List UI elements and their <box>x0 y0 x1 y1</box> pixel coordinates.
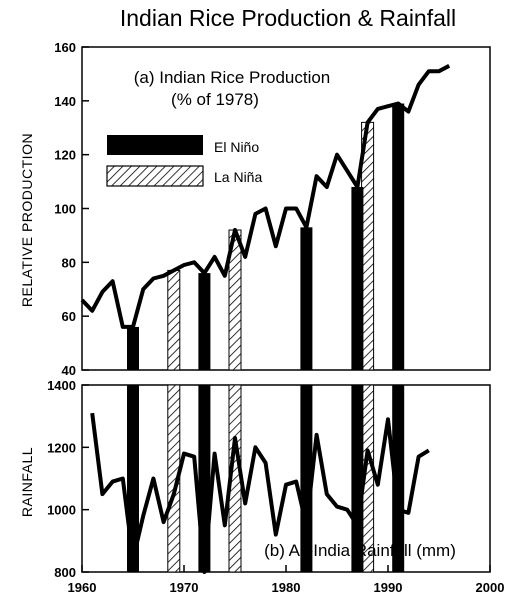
legend-la-nina-label: La Niña <box>214 169 262 185</box>
rain-la-nina-bar-1969 <box>167 384 181 573</box>
xtick-label-2000: 2000 <box>476 580 505 595</box>
panel-b-title: (b) All-India Rainfall (mm) <box>264 541 456 560</box>
xtick-label-1980: 1980 <box>272 580 301 595</box>
legend: El Niño La Niña <box>106 135 262 187</box>
ytick-label-a-60: 60 <box>62 309 76 324</box>
panel-a: 40 60 80 100 120 140 160 (a) Indian Rice Produ… <box>19 40 491 378</box>
rain-el-nino-bar-1991 <box>392 385 405 572</box>
xtick-label-1970: 1970 <box>170 580 199 595</box>
panel-a-title: (a) Indian Rice Production <box>134 68 331 87</box>
ytick-label-a-100: 100 <box>54 202 76 217</box>
panel-b-ylabel: RAINFALL <box>19 447 35 517</box>
ytick-label-b-1400: 1400 <box>47 378 76 393</box>
panel-a-ylabel: RELATIVE PRODUCTION <box>19 133 35 307</box>
ytick-label-a-40: 40 <box>62 363 76 378</box>
el-nino-bar-1987 <box>351 186 364 370</box>
ytick-label-a-160: 160 <box>54 40 76 55</box>
production-line <box>80 64 451 329</box>
panel-b: 800 1000 1200 1400 1960 1970 1980 1990 2000 (b)… <box>19 378 504 595</box>
legend-el-nino-swatch <box>107 135 203 155</box>
xtick-label-1960: 1960 <box>68 580 97 595</box>
la-nina-bar-1969 <box>167 269 181 371</box>
ytick-label-b-1200: 1200 <box>47 440 76 455</box>
ytick-label-a-120: 120 <box>54 148 76 163</box>
el-nino-bar-1972 <box>198 273 211 370</box>
ytick-label-b-800: 800 <box>54 565 76 580</box>
figure-title: Indian Rice Production & Rainfall <box>120 5 456 31</box>
rain-el-nino-bar-1987 <box>351 385 364 572</box>
legend-el-nino-label: El Niño <box>214 139 259 155</box>
legend-la-nina-swatch <box>106 165 204 187</box>
panel-a-subtitle: (% of 1978) <box>171 90 259 109</box>
el-nino-bar-1982 <box>300 227 313 370</box>
el-nino-bar-1965 <box>127 326 139 370</box>
rainfall-line <box>90 412 430 574</box>
ytick-label-b-1000: 1000 <box>47 503 76 518</box>
ytick-label-a-80: 80 <box>62 255 76 270</box>
rain-el-nino-bar-1982 <box>300 385 313 572</box>
xtick-label-1990: 1990 <box>374 580 403 595</box>
ytick-label-a-140: 140 <box>54 94 76 109</box>
el-nino-bar-1991 <box>392 103 405 371</box>
